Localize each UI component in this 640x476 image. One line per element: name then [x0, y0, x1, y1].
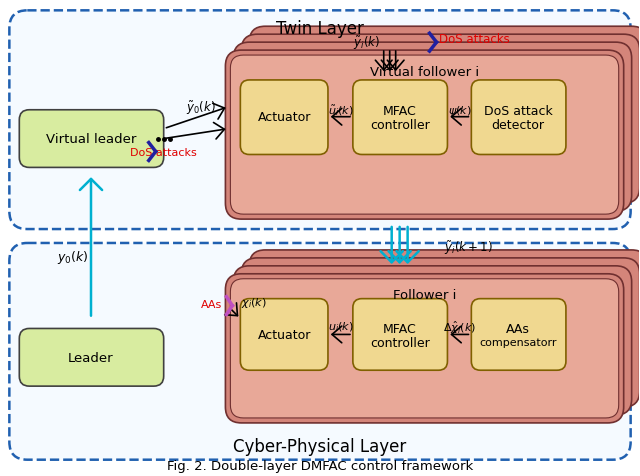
FancyBboxPatch shape — [250, 27, 640, 196]
FancyBboxPatch shape — [234, 266, 632, 415]
FancyBboxPatch shape — [234, 43, 632, 212]
FancyBboxPatch shape — [241, 35, 639, 204]
Text: AAs: AAs — [506, 322, 530, 335]
Text: controller: controller — [370, 119, 429, 132]
FancyBboxPatch shape — [471, 81, 566, 155]
Text: AAs: AAs — [201, 299, 223, 309]
Text: Follower i: Follower i — [393, 288, 456, 301]
Text: Cyber-Physical Layer: Cyber-Physical Layer — [234, 437, 406, 455]
FancyBboxPatch shape — [353, 299, 447, 370]
Text: $\psi(k)$: $\psi(k)$ — [447, 104, 471, 118]
FancyBboxPatch shape — [19, 329, 164, 387]
FancyBboxPatch shape — [230, 279, 619, 418]
Text: detector: detector — [492, 119, 545, 132]
Text: Fig. 2. Double-layer DMFAC control framework: Fig. 2. Double-layer DMFAC control frame… — [167, 459, 473, 472]
Text: controller: controller — [370, 336, 429, 349]
Text: Actuator: Actuator — [257, 328, 311, 341]
Text: $y_0(k)$: $y_0(k)$ — [58, 249, 89, 266]
Text: Twin Layer: Twin Layer — [276, 20, 364, 38]
Text: $u_i(k)$: $u_i(k)$ — [328, 320, 354, 334]
FancyBboxPatch shape — [19, 110, 164, 168]
Text: DoS attack: DoS attack — [484, 105, 552, 118]
FancyBboxPatch shape — [10, 11, 630, 229]
Text: $\chi_i(k)$: $\chi_i(k)$ — [241, 295, 267, 309]
Text: $\Delta\hat{\chi}_i(k)$: $\Delta\hat{\chi}_i(k)$ — [443, 318, 476, 335]
FancyBboxPatch shape — [225, 51, 623, 219]
Text: DoS attacks: DoS attacks — [440, 32, 510, 46]
Text: Virtual leader: Virtual leader — [46, 133, 136, 146]
Text: DoS attacks: DoS attacks — [131, 147, 197, 157]
FancyBboxPatch shape — [10, 243, 630, 460]
FancyBboxPatch shape — [241, 258, 639, 407]
Text: Actuator: Actuator — [257, 111, 311, 124]
Text: $\tilde{y}_i(k)$: $\tilde{y}_i(k)$ — [353, 34, 380, 52]
Text: MFAC: MFAC — [383, 105, 417, 118]
FancyBboxPatch shape — [471, 299, 566, 370]
FancyBboxPatch shape — [241, 81, 328, 155]
Text: $\tilde{y}_i(k+1)$: $\tilde{y}_i(k+1)$ — [444, 239, 493, 256]
FancyBboxPatch shape — [230, 56, 619, 215]
Text: $\tilde{u}_i(k)$: $\tilde{u}_i(k)$ — [328, 103, 354, 118]
Text: Leader: Leader — [68, 351, 114, 364]
Text: Virtual follower i: Virtual follower i — [370, 66, 479, 79]
FancyBboxPatch shape — [241, 299, 328, 370]
Text: $\tilde{y}_0(k)$: $\tilde{y}_0(k)$ — [186, 100, 216, 117]
FancyBboxPatch shape — [250, 250, 640, 399]
FancyBboxPatch shape — [353, 81, 447, 155]
Text: MFAC: MFAC — [383, 322, 417, 335]
Text: compensatorr: compensatorr — [479, 337, 557, 347]
FancyBboxPatch shape — [225, 274, 623, 423]
